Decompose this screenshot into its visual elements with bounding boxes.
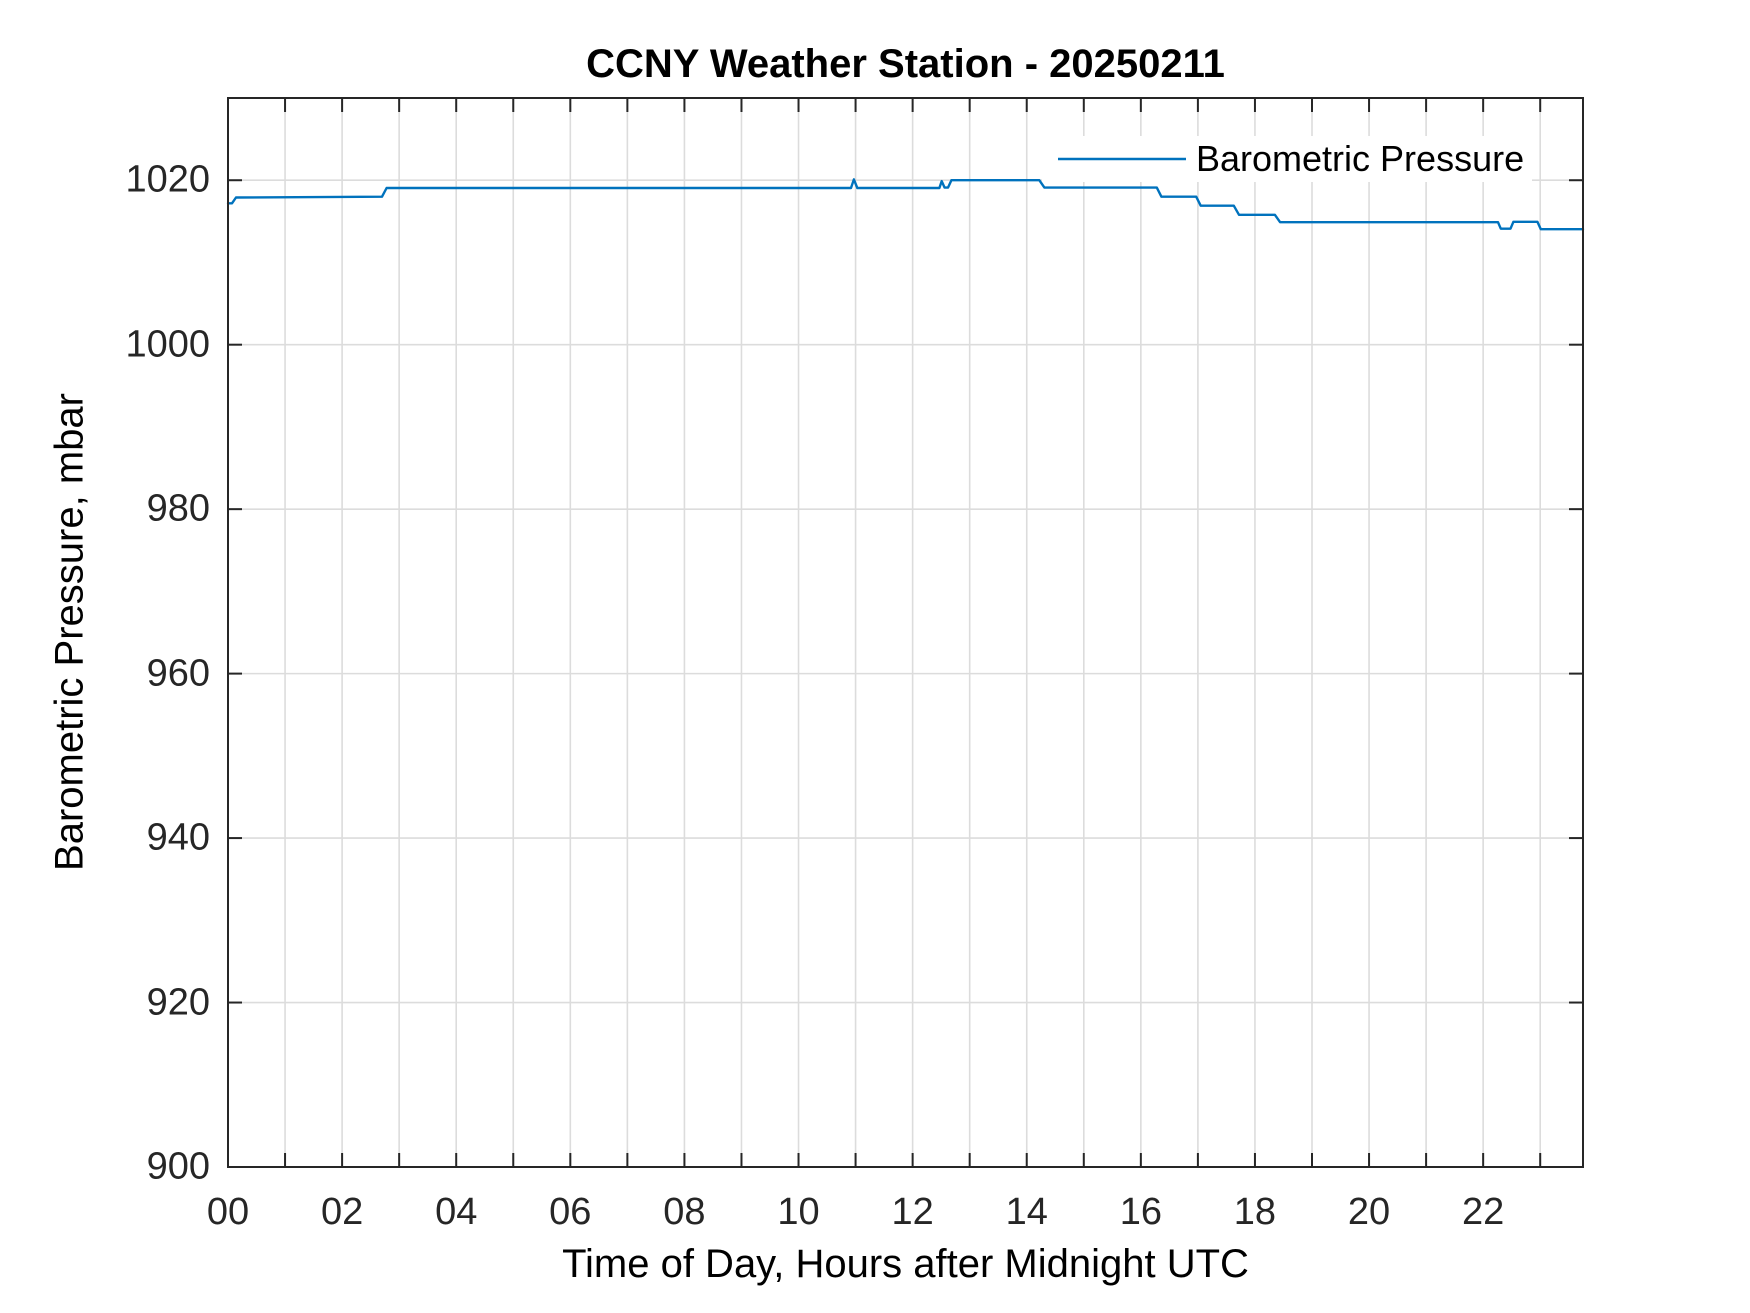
y-tick-label: 920 bbox=[146, 981, 210, 1024]
x-tick-label: 10 bbox=[777, 1191, 820, 1233]
x-tick-label: 22 bbox=[1462, 1191, 1505, 1233]
x-tick-label: 20 bbox=[1347, 1191, 1391, 1233]
x-tick-label: 04 bbox=[435, 1191, 478, 1233]
x-tick-label: 02 bbox=[320, 1191, 364, 1233]
x-tick-label: 16 bbox=[1119, 1191, 1162, 1233]
x-tick-label: 14 bbox=[1005, 1191, 1048, 1233]
y-tick-label: 1020 bbox=[125, 158, 210, 201]
x-tick-label: 08 bbox=[663, 1191, 706, 1233]
legend: Barometric Pressure bbox=[1042, 136, 1533, 182]
y-tick-label: 1000 bbox=[125, 323, 210, 366]
chart-title: CCNY Weather Station - 20250211 bbox=[586, 42, 1225, 86]
y-tick-label: 960 bbox=[146, 652, 210, 695]
pressure-line bbox=[226, 178, 1585, 231]
x-tick-label: 06 bbox=[549, 1191, 592, 1233]
y-axis-title: Barometric Pressure, mbar bbox=[47, 393, 92, 871]
axes-box bbox=[227, 97, 1584, 1168]
legend-label: Barometric Pressure bbox=[1196, 138, 1525, 179]
x-tick-label: 18 bbox=[1233, 1191, 1277, 1233]
x-axis-title: Time of Day, Hours after Midnight UTC bbox=[562, 1242, 1249, 1286]
x-tick-label: 00 bbox=[206, 1191, 250, 1233]
y-tick-label: 980 bbox=[146, 487, 210, 530]
x-tick-label: 12 bbox=[891, 1191, 934, 1233]
legend-line-sample bbox=[1058, 157, 1186, 161]
y-tick-label: 940 bbox=[146, 816, 210, 859]
y-tick-label: 900 bbox=[146, 1145, 210, 1188]
